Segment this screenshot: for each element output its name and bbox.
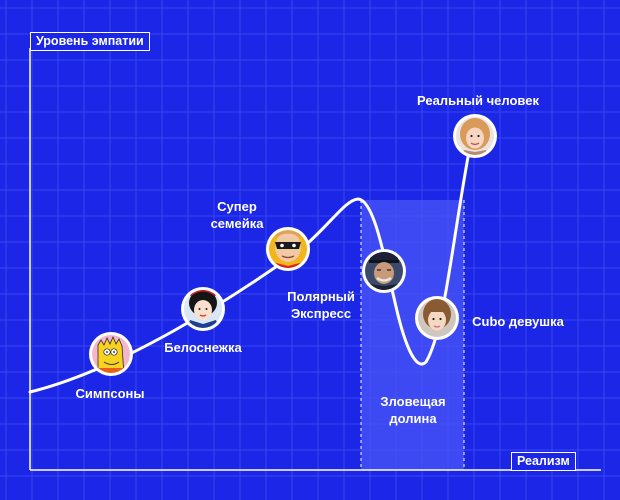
cubo-girl-avatar-icon [415,296,459,340]
point-label-cubo-girl: Cubo девушка [472,314,564,329]
polar-express-avatar-icon [362,249,406,293]
real-person-avatar-icon [453,114,497,158]
snow-white-avatar-icon [181,287,225,331]
uncanny-valley-label: Зловещая долина [380,394,446,426]
point-label-real-person: Реальный человек [417,93,539,108]
y-axis-label: Уровень эмпатии [30,32,150,51]
point-label-snow-white: Белоснежка [164,340,242,355]
point-label-incredibles: Супер семейка [210,199,264,231]
mr-incredible-avatar-icon [266,227,310,271]
point-label-polar-express: Полярный Экспресс [287,289,355,321]
x-axis-label: Реализм [511,452,576,471]
point-label-simpsons: Симпсоны [75,386,145,401]
bart-simpson-avatar-icon [89,332,133,376]
